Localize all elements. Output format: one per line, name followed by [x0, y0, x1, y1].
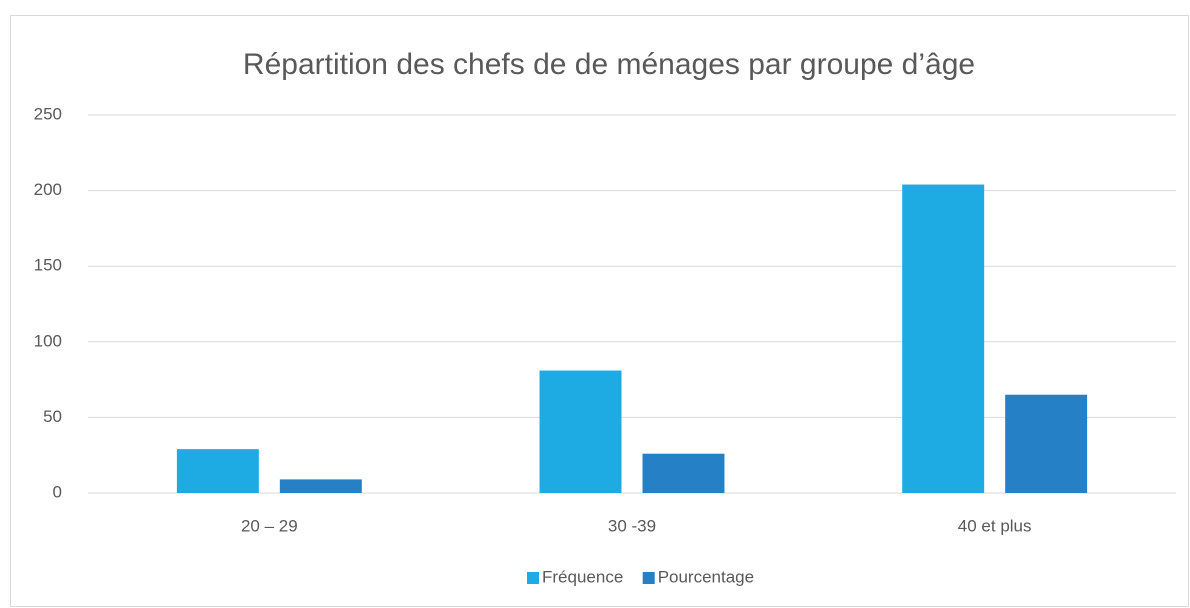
chart-border — [10, 15, 1189, 607]
y-tick-label: 0 — [53, 482, 62, 501]
bar — [539, 370, 622, 493]
y-tick-label: 50 — [43, 407, 62, 426]
y-tick-label: 150 — [34, 256, 62, 275]
x-tick-label: 30 -39 — [608, 516, 656, 535]
legend-swatch — [642, 572, 655, 584]
bar — [279, 479, 362, 493]
legend-label: Fréquence — [542, 567, 623, 586]
legend-label: Pourcentage — [658, 567, 754, 586]
bar — [176, 449, 259, 493]
bar — [642, 453, 725, 493]
bar — [902, 184, 985, 493]
bar — [1005, 394, 1088, 493]
x-tick-label: 40 et plus — [958, 516, 1032, 535]
y-tick-label: 100 — [34, 331, 62, 350]
x-tick-label: 20 – 29 — [241, 516, 298, 535]
legend-swatch — [527, 572, 539, 584]
y-tick-label: 250 — [34, 104, 62, 123]
y-tick-label: 200 — [34, 180, 62, 199]
chart-title: Répartition des chefs de de ménages par … — [243, 48, 975, 81]
